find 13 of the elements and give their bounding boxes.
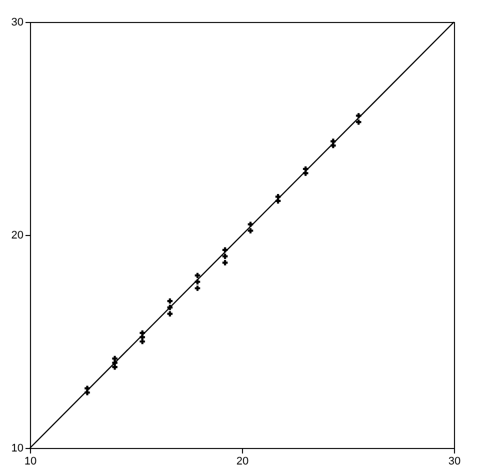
point [222, 260, 228, 266]
point [194, 286, 200, 291]
y-tick-label: 30 [11, 16, 24, 28]
point [167, 311, 173, 316]
x-tick-label: 20 [236, 456, 249, 468]
point [222, 254, 228, 259]
y-tick-label: 20 [11, 230, 24, 242]
y-tick-label: 10 [11, 442, 24, 454]
point [112, 356, 118, 362]
point [356, 119, 362, 125]
x-tick-label: 10 [24, 456, 37, 468]
point [248, 228, 254, 234]
x-tick-label: 30 [448, 456, 461, 468]
